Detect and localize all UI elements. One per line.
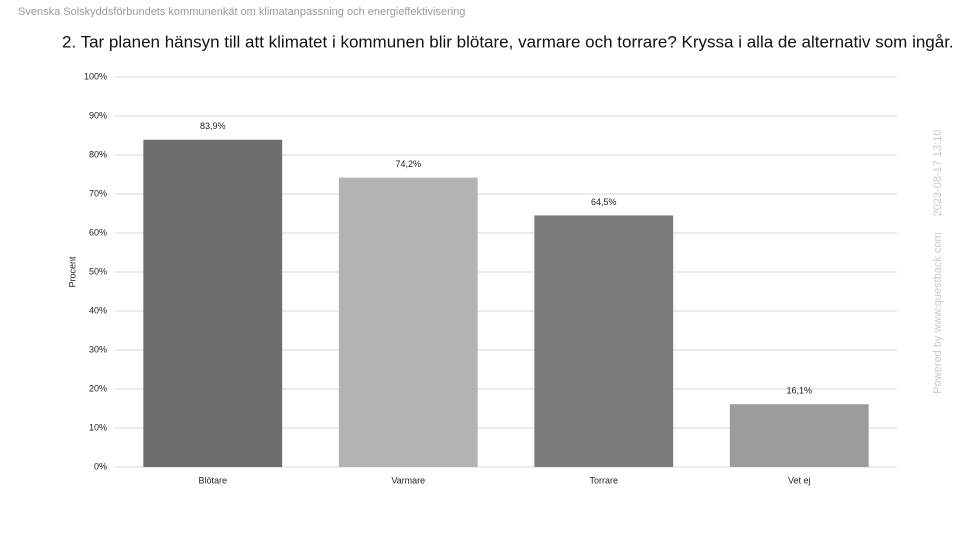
bar [143, 139, 283, 468]
y-tick-label: 90% [89, 110, 107, 120]
value-label: 64,5% [591, 197, 617, 207]
y-tick-label: 60% [89, 227, 107, 237]
x-tick-label: Torrare [589, 475, 618, 485]
x-tick-label: Varmare [391, 475, 425, 485]
y-tick-label: 70% [89, 188, 107, 198]
bar [338, 177, 478, 467]
x-tick-label: Blötare [198, 475, 227, 485]
bar [534, 215, 674, 467]
y-tick-label: 10% [89, 422, 107, 432]
value-label: 74,2% [395, 159, 421, 169]
timestamp: 2023-08-17 13:10 [932, 130, 944, 217]
value-label: 16,1% [786, 386, 812, 396]
y-axis-label: Procent [67, 256, 77, 288]
bar [729, 404, 869, 467]
header: Svenska Solskyddsförbundets kommunenkät … [18, 6, 465, 18]
y-tick-label: 40% [89, 305, 107, 315]
y-tick-label: 80% [89, 149, 107, 159]
chart-title: 2. Tar planen hänsyn till att klimatet i… [62, 32, 954, 51]
y-tick-label: 20% [89, 383, 107, 393]
y-tick-label: 50% [89, 266, 107, 276]
value-label: 83,9% [200, 121, 226, 131]
x-tick-label: Vet ej [788, 475, 811, 485]
y-tick-label: 100% [84, 71, 107, 81]
y-tick-label: 0% [94, 461, 107, 471]
y-tick-label: 30% [89, 344, 107, 354]
watermark: Powered by www.questback.com [932, 232, 944, 393]
